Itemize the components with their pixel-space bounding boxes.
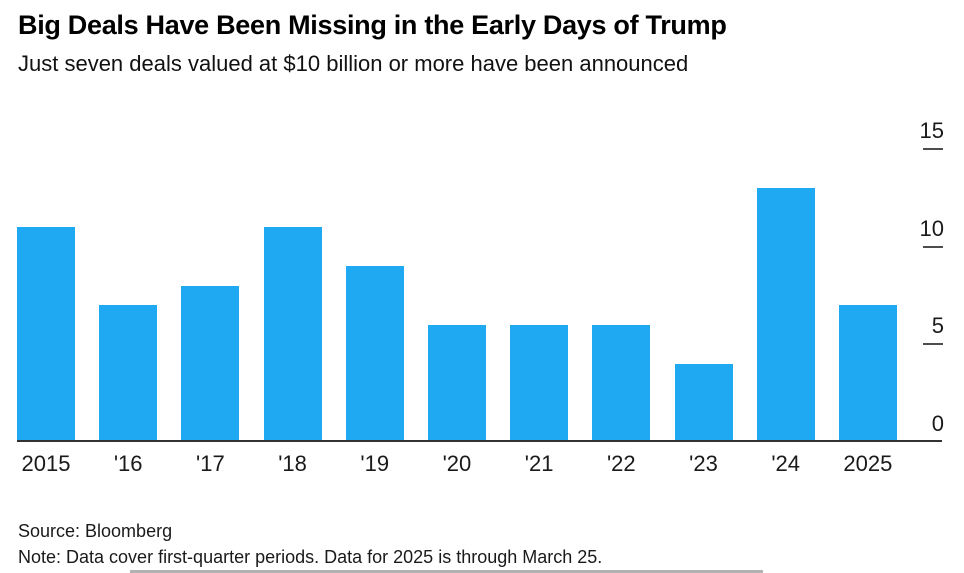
x-tick-label-23: '23 [689, 451, 718, 476]
x-tick-label-24: '24 [771, 451, 801, 476]
y-tick-label-10: 10 [919, 216, 944, 241]
y-tick-label-0: 0 [931, 411, 944, 436]
x-tick-label-2015: 2015 [21, 451, 71, 476]
x-tick-label-16: '16 [113, 451, 143, 476]
y-tick-5 [923, 343, 943, 345]
x-axis-baseline [17, 440, 942, 442]
x-tick-label-2025: 2025 [843, 451, 893, 476]
bar-16 [99, 305, 158, 442]
x-tick-label-19: '19 [360, 451, 390, 476]
chart-subtitle: Just seven deals valued at $10 billion o… [18, 51, 689, 76]
x-tick-label-21: '21 [524, 451, 554, 476]
bar-17 [181, 286, 240, 442]
clipped-content-strip [130, 570, 763, 573]
source-line: Source: Bloomberg [18, 521, 173, 541]
bar-22 [592, 325, 651, 442]
bar-20 [427, 325, 486, 442]
x-tick-label-20: '20 [442, 451, 472, 476]
x-axis-labels: 2015 '16 '17 '18 '19 '20 '21 '22 '23 '24 2025 [17, 451, 897, 477]
bar-18 [263, 227, 322, 442]
bar-24 [756, 188, 815, 442]
bar-19 [345, 266, 404, 442]
x-tick-label-17: '17 [196, 451, 225, 476]
y-tick-10 [923, 246, 943, 248]
y-tick-label-5: 5 [931, 313, 944, 338]
y-tick-15 [923, 148, 943, 150]
chart-footer: Source: Bloomberg Note: Data cover first… [18, 518, 602, 570]
bars-container [17, 142, 897, 442]
bar-21 [510, 325, 569, 442]
chart-title: Big Deals Have Been Missing in the Early… [18, 10, 727, 40]
bar-23 [674, 364, 733, 442]
x-tick-label-18: '18 [278, 451, 307, 476]
note-line: Note: Data cover first-quarter periods. … [18, 547, 603, 567]
x-tick-label-22: '22 [606, 451, 636, 476]
bar-2025 [838, 305, 897, 442]
y-tick-label-15: 15 [919, 118, 944, 143]
bar-2015 [17, 227, 75, 442]
